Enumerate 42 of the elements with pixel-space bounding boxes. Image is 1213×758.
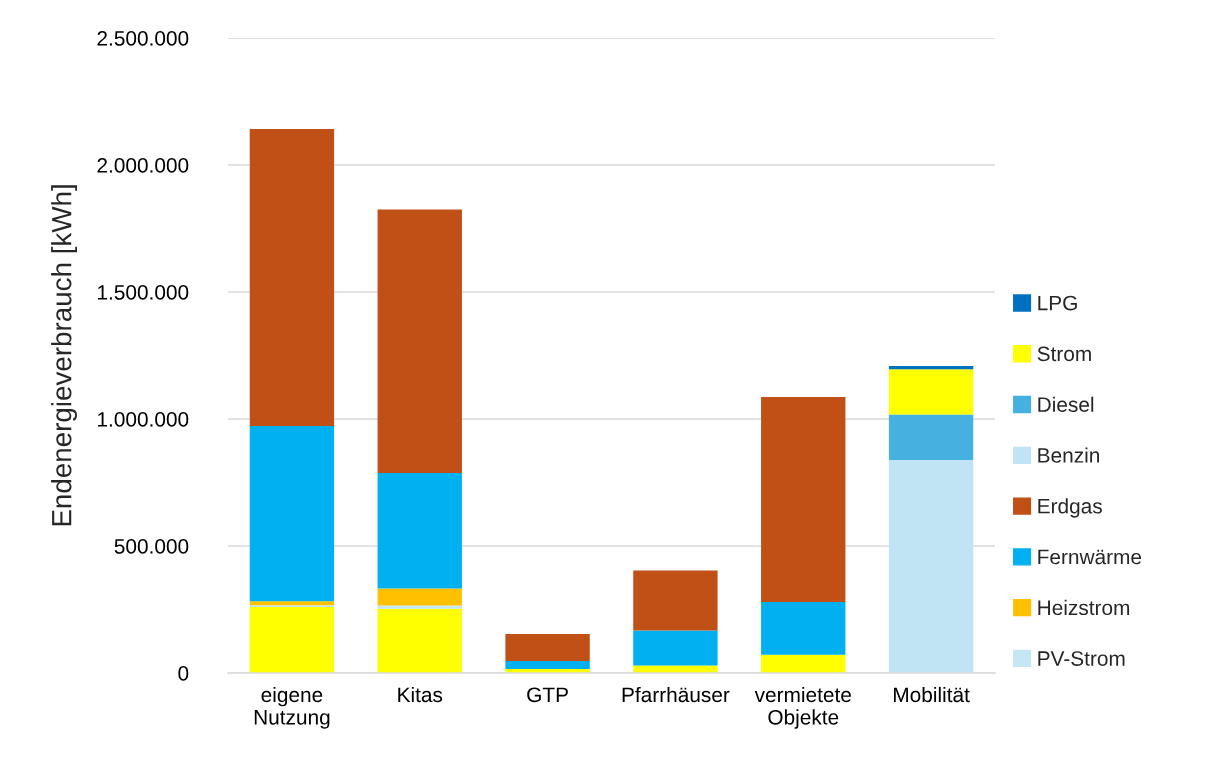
- legend-label: Benzin: [1038, 447, 1100, 463]
- y-axis-title: Endenergieverbrauch [kWh]: [51, 185, 77, 526]
- y-tick-label: 500.000: [114, 539, 189, 554]
- bar: [505, 633, 590, 662]
- bar: [249, 601, 335, 606]
- legend-label: Heizstrom: [1038, 599, 1130, 616]
- legend-label: Erdgas: [1038, 498, 1102, 518]
- x-tick-label: Pfarrhäuser: [622, 686, 730, 703]
- bar: [761, 654, 846, 673]
- y-tick-label: 0: [178, 666, 189, 681]
- bar: [888, 414, 974, 460]
- y-tick-label: 1.500.000: [98, 285, 189, 300]
- legend-label: PV-Strom: [1038, 651, 1125, 666]
- x-tick-label: vermietete Objekte: [754, 686, 851, 729]
- legend-label: Diesel: [1038, 396, 1094, 412]
- bar: [633, 630, 718, 666]
- x-tick-label: eigene Nutzung: [254, 686, 330, 729]
- bar: [377, 209, 462, 474]
- bar: [761, 396, 846, 602]
- bar: [633, 665, 718, 673]
- bar: [249, 606, 335, 673]
- x-tick-label: Mobilität: [894, 686, 970, 703]
- legend-label: LPG: [1038, 295, 1077, 311]
- bar: [888, 369, 974, 415]
- bar: [633, 570, 718, 631]
- bar: [505, 661, 590, 669]
- x-tick-label: Kitas: [398, 686, 443, 703]
- bar: [888, 365, 974, 370]
- bar: [377, 608, 462, 673]
- legend-label: Strom: [1037, 346, 1091, 362]
- legend-label: Fernwärme: [1038, 549, 1142, 565]
- bar: [888, 459, 974, 673]
- y-tick-label: 2.000.000: [97, 158, 189, 173]
- bar: [377, 605, 462, 609]
- bar: [249, 426, 335, 602]
- bar: [761, 601, 846, 655]
- y-tick-label: 2.500.000: [97, 31, 189, 46]
- bar: [377, 473, 462, 589]
- bar: [377, 588, 462, 606]
- y-tick-label: 1.000.000: [98, 412, 189, 427]
- x-tick-label: GTP: [527, 687, 568, 703]
- bar: [249, 128, 335, 427]
